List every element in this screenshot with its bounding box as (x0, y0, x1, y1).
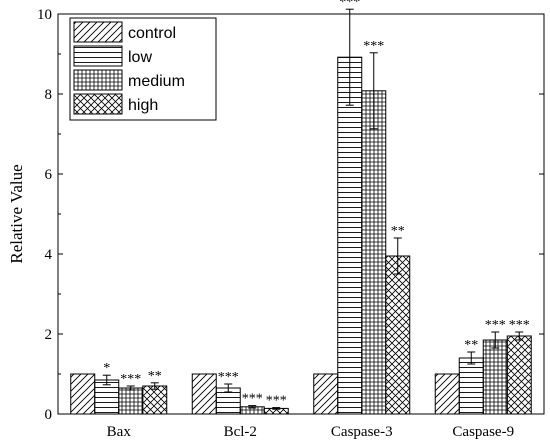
legend-swatch-medium (73, 69, 123, 91)
y-axis-label: Relative Value (7, 164, 26, 263)
y-axis: 0 2 4 6 8 10 (37, 7, 544, 423)
significance-label: *** (266, 394, 287, 409)
x-category-label: Caspase-3 (331, 424, 393, 440)
bar-high (506, 335, 532, 415)
legend-swatch-control (73, 21, 123, 43)
bar-high (385, 255, 411, 415)
significance-label: *** (218, 370, 239, 385)
legend-swatch-high (73, 93, 123, 115)
significance-label: ** (148, 369, 162, 384)
bar-control (70, 373, 96, 415)
significance-label: *** (120, 372, 141, 387)
bar-marks (70, 56, 532, 415)
y-tick-label: 4 (45, 247, 53, 263)
legend-swatch-low (73, 45, 123, 67)
bar-medium (482, 339, 508, 415)
bar-low (458, 357, 484, 415)
legend-label: low (128, 49, 152, 66)
legend-label: medium (128, 73, 185, 90)
significance-label: * (103, 361, 110, 376)
x-category-label: Bax (107, 424, 132, 440)
legend: control low medium high (69, 17, 217, 121)
significance-label: *** (242, 392, 263, 407)
bar-high (142, 385, 168, 415)
bar-low (337, 56, 363, 415)
y-tick-label: 10 (37, 7, 52, 23)
y-tick-label: 0 (45, 407, 53, 423)
legend-label: high (128, 97, 158, 114)
x-category-label: Bcl-2 (224, 424, 257, 440)
y-tick-label: 6 (45, 167, 53, 183)
legend-label: control (128, 25, 176, 42)
significance-label: *** (339, 0, 360, 10)
significance-label: *** (509, 318, 530, 333)
bar-medium (118, 387, 144, 415)
bar-control (191, 373, 217, 415)
error-bars (102, 8, 524, 410)
bar-medium (361, 90, 387, 415)
significance-label: ** (464, 338, 478, 353)
bar-control (434, 373, 460, 415)
significance-label: *** (363, 39, 384, 54)
significance-label: ** (391, 224, 405, 239)
significance-marks: **** ** ****** **************** *** (103, 0, 530, 409)
bar-low (94, 379, 120, 415)
y-tick-label: 8 (45, 87, 53, 103)
y-tick-label: 2 (45, 327, 53, 343)
x-axis: Bax Bcl-2 Caspase-3 Caspase-9 (107, 409, 514, 440)
bar-control (313, 373, 339, 415)
significance-label: *** (485, 318, 506, 333)
x-category-label: Caspase-9 (452, 424, 514, 440)
